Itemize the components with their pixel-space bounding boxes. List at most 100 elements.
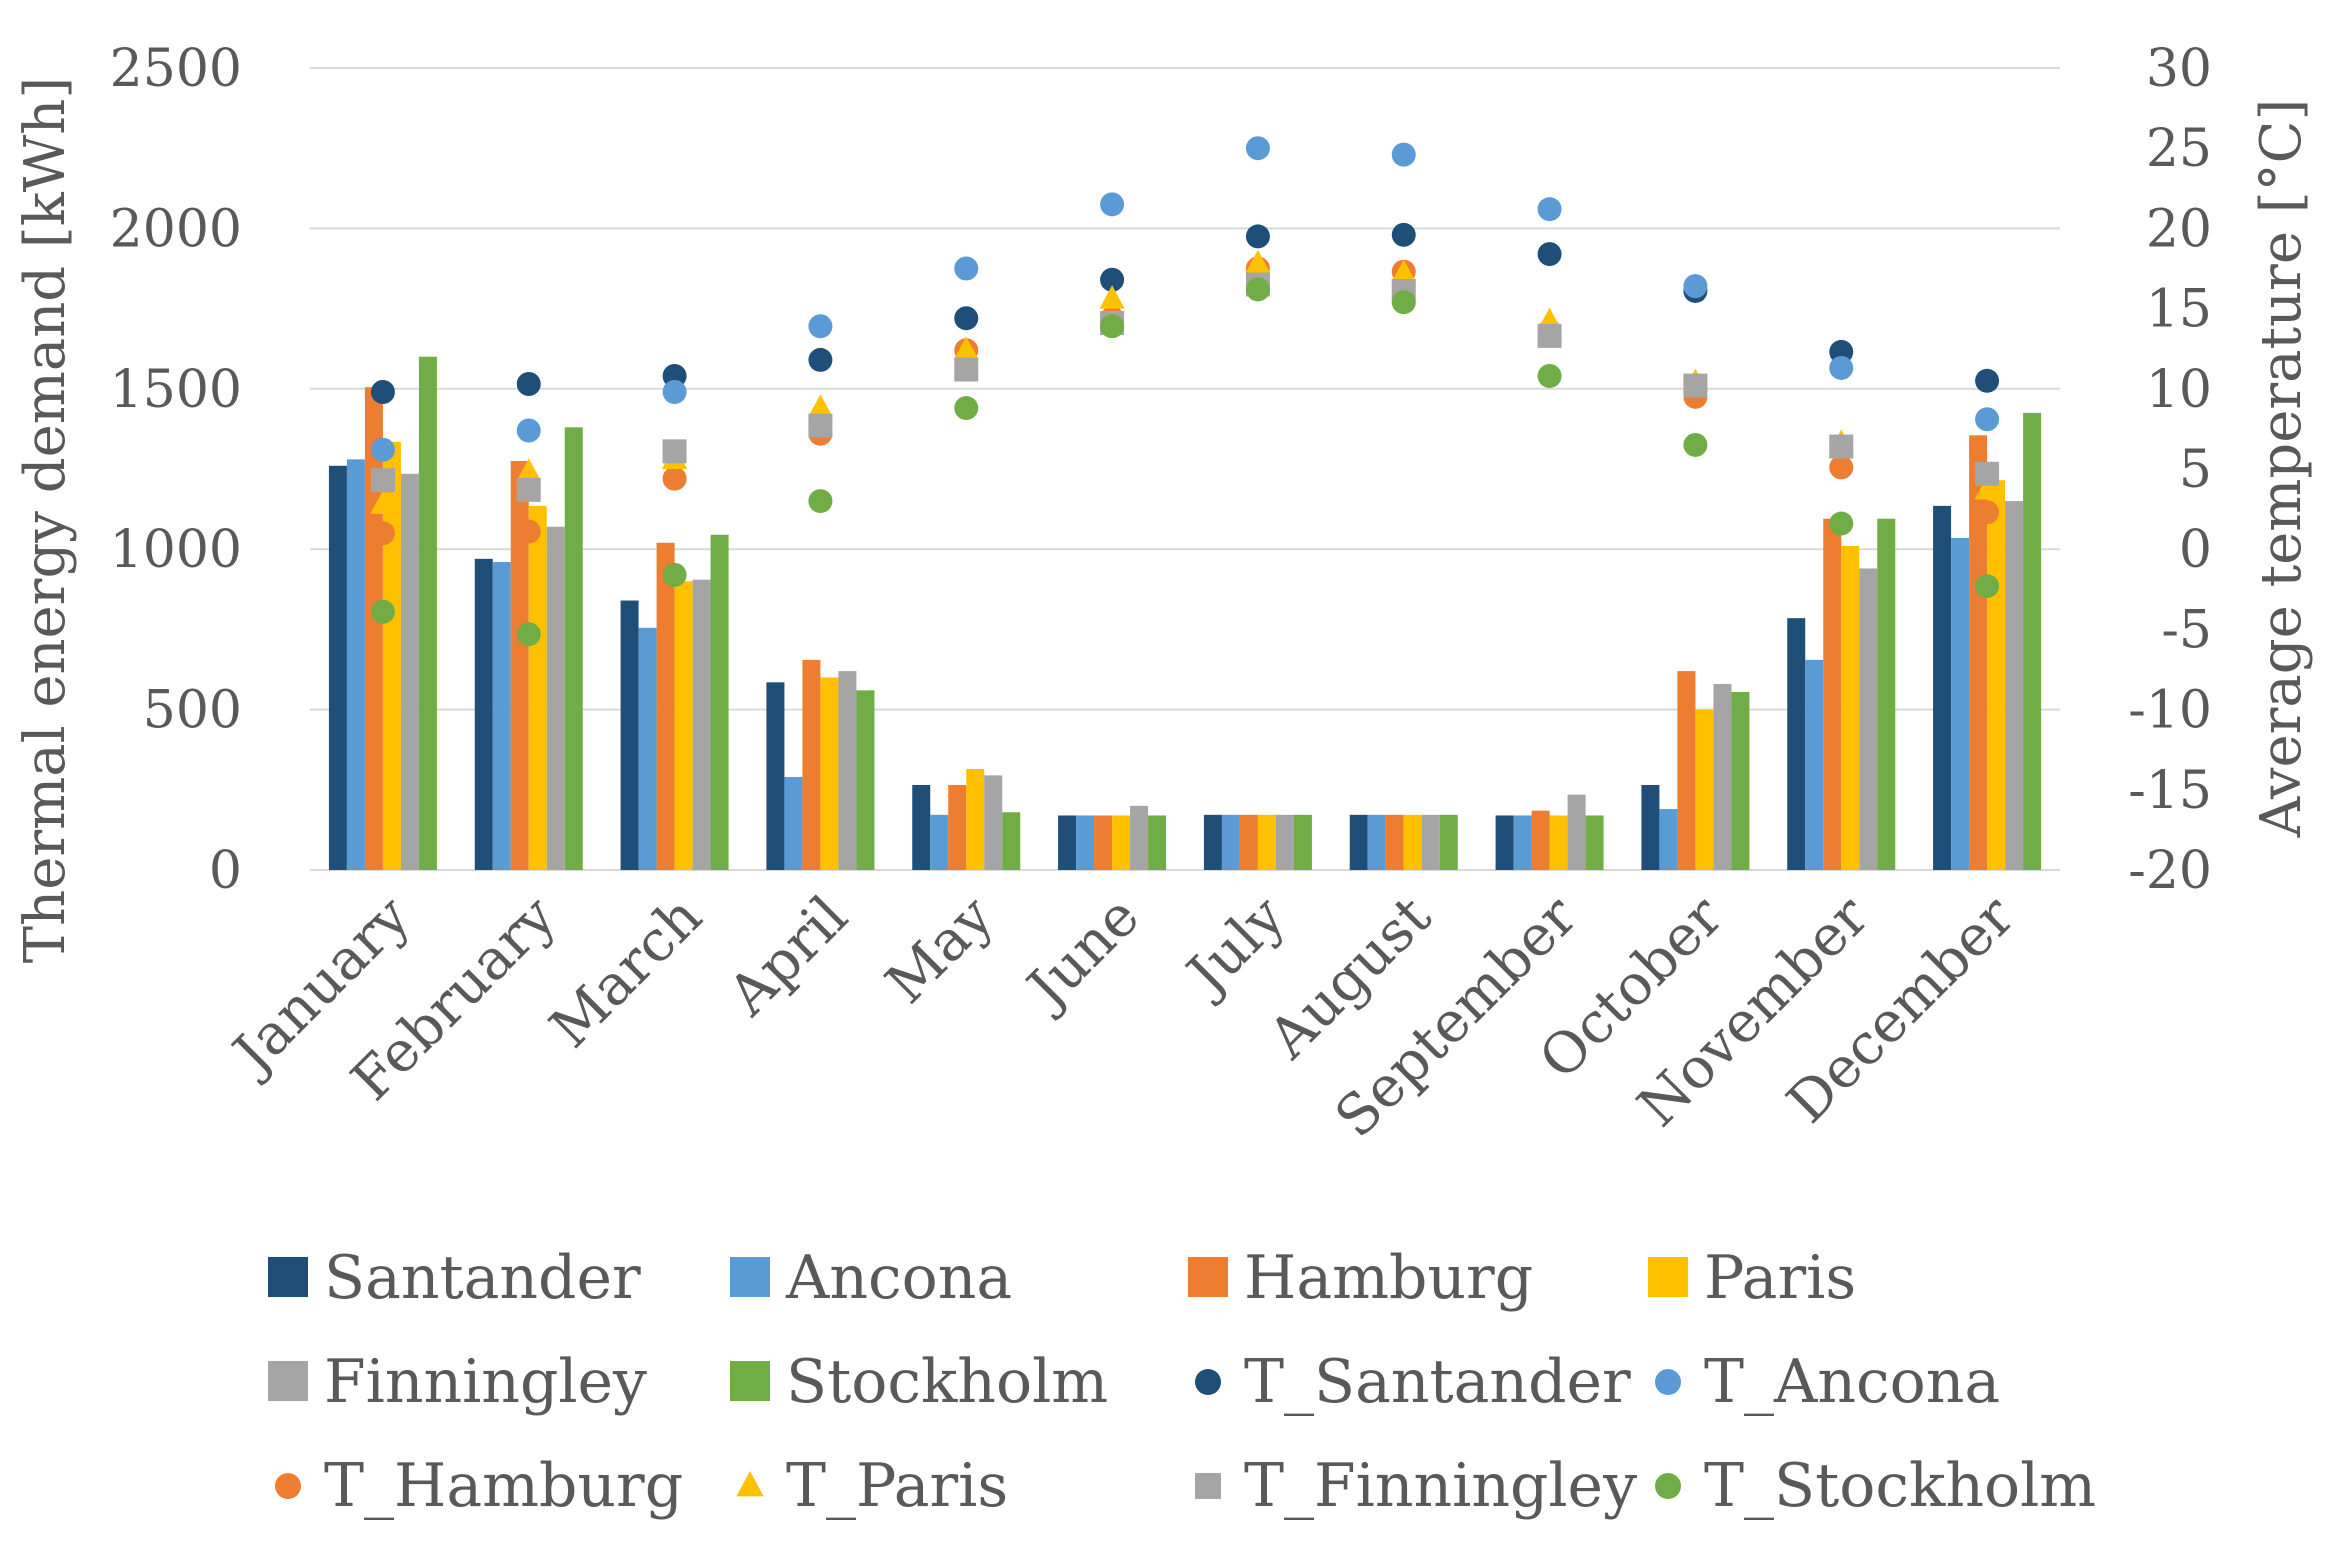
bar-hamburg	[1531, 810, 1550, 870]
bar-hamburg	[1823, 518, 1842, 870]
legend-swatch	[730, 1257, 770, 1297]
point-t-stockholm	[1975, 574, 2000, 599]
legend-item: T_Hamburg	[275, 1451, 683, 1521]
point-t-ancona	[1975, 407, 2000, 432]
bar-paris	[1987, 480, 2006, 870]
y2-tick-label: 15	[2146, 280, 2212, 340]
bar-santander	[1641, 784, 1660, 870]
bar-santander	[1349, 814, 1368, 870]
y-tick-label: 1500	[110, 360, 242, 420]
bar-ancona	[930, 814, 949, 870]
bar-stockholm	[856, 690, 875, 870]
bar-hamburg	[656, 542, 675, 870]
bar-stockholm	[1293, 814, 1312, 870]
point-t-santander	[516, 371, 541, 396]
bar-finningley	[1275, 814, 1294, 870]
bar-stockholm	[2023, 412, 2042, 870]
legend-label: T_Finningley	[1244, 1451, 1637, 1521]
bar-hamburg	[802, 659, 821, 870]
bar-santander	[766, 682, 785, 870]
y-axis-title: Thermal energy demand [kWh]	[13, 77, 78, 963]
bar-ancona	[784, 776, 803, 870]
point-t-stockholm	[1100, 314, 1125, 339]
point-t-stockholm	[516, 622, 541, 647]
legend-label: Ancona	[785, 1243, 1012, 1313]
bar-santander	[474, 558, 493, 870]
bar-ancona	[1367, 814, 1386, 870]
bar-finningley	[692, 579, 711, 870]
y-tick-label: 1000	[110, 520, 242, 580]
legend-item: T_Santander	[1195, 1347, 1631, 1417]
point-t-ancona	[370, 437, 395, 462]
bar-ancona	[1951, 537, 1970, 870]
point-t-stockholm	[1537, 363, 1562, 388]
bar-finningley	[546, 526, 565, 870]
bar-paris	[1549, 815, 1568, 870]
y2-tick-label: 10	[2146, 360, 2212, 420]
point-t-ancona	[662, 380, 687, 405]
y2-tick-label: -15	[2128, 761, 2212, 821]
bar-stockholm	[1148, 815, 1167, 870]
legend-item: Finningley	[268, 1347, 647, 1417]
legend-label: Hamburg	[1244, 1243, 1533, 1313]
legend-item: Stockholm	[730, 1347, 1108, 1417]
point-t-ancona	[1829, 355, 1854, 380]
x-tick-label: July	[1172, 884, 1298, 1010]
bar-paris	[674, 581, 693, 870]
bar-santander	[912, 784, 931, 870]
bar-ancona	[492, 562, 511, 870]
bar-stockholm	[1731, 691, 1750, 870]
point-t-ancona	[954, 256, 979, 281]
legend-label: Paris	[1704, 1243, 1856, 1313]
bar-ancona	[346, 459, 365, 870]
point-t-finningley	[954, 357, 979, 382]
point-t-ancona	[1391, 142, 1416, 167]
point-t-paris	[1974, 476, 2000, 500]
point-t-santander	[1537, 242, 1562, 267]
legend-marker	[1195, 1473, 1221, 1499]
point-t-finningley	[662, 439, 687, 464]
bar-stockholm	[1439, 814, 1458, 870]
point-t-hamburg	[662, 466, 687, 491]
legend-marker	[275, 1473, 301, 1499]
bar-finningley	[1567, 794, 1586, 870]
y2-tick-label: 20	[2146, 199, 2212, 259]
legend-label: T_Paris	[786, 1451, 1008, 1521]
point-t-paris	[1245, 249, 1271, 274]
point-t-ancona	[1245, 136, 1270, 161]
point-t-paris	[370, 490, 396, 514]
point-t-hamburg	[370, 521, 395, 546]
bar-finningley	[1421, 814, 1440, 870]
bar-finningley	[1713, 683, 1732, 870]
y2-tick-label: -20	[2128, 841, 2212, 901]
point-t-santander	[808, 347, 833, 372]
bar-ancona	[1805, 659, 1824, 870]
bar-santander	[1787, 618, 1806, 870]
bar-santander	[1203, 814, 1222, 870]
y-tick-label: 2500	[110, 39, 242, 99]
point-t-santander	[1245, 224, 1270, 249]
y-tick-label: 2000	[110, 199, 242, 259]
x-tick-label: March	[538, 884, 715, 1061]
point-t-ancona	[808, 314, 833, 339]
legend-swatch	[1648, 1257, 1688, 1297]
legend-item: T_Paris	[736, 1451, 1008, 1521]
x-tick-label: June	[1012, 884, 1152, 1024]
point-t-hamburg	[516, 519, 541, 544]
point-t-stockholm	[954, 396, 979, 421]
legend-swatch	[730, 1361, 770, 1401]
legend-label: T_Stockholm	[1704, 1451, 2096, 1521]
bar-santander	[620, 600, 639, 870]
bar-ancona	[1221, 814, 1240, 870]
bar-paris	[528, 505, 547, 870]
point-t-ancona	[516, 418, 541, 443]
point-t-finningley	[516, 477, 541, 502]
point-t-finningley	[370, 468, 395, 493]
point-t-stockholm	[1829, 511, 1854, 536]
bar-ancona	[1659, 809, 1678, 870]
point-t-ancona	[1683, 274, 1708, 299]
point-t-ancona	[1537, 197, 1562, 222]
y-tick-label: 500	[143, 681, 242, 741]
bar-hamburg	[510, 460, 529, 870]
